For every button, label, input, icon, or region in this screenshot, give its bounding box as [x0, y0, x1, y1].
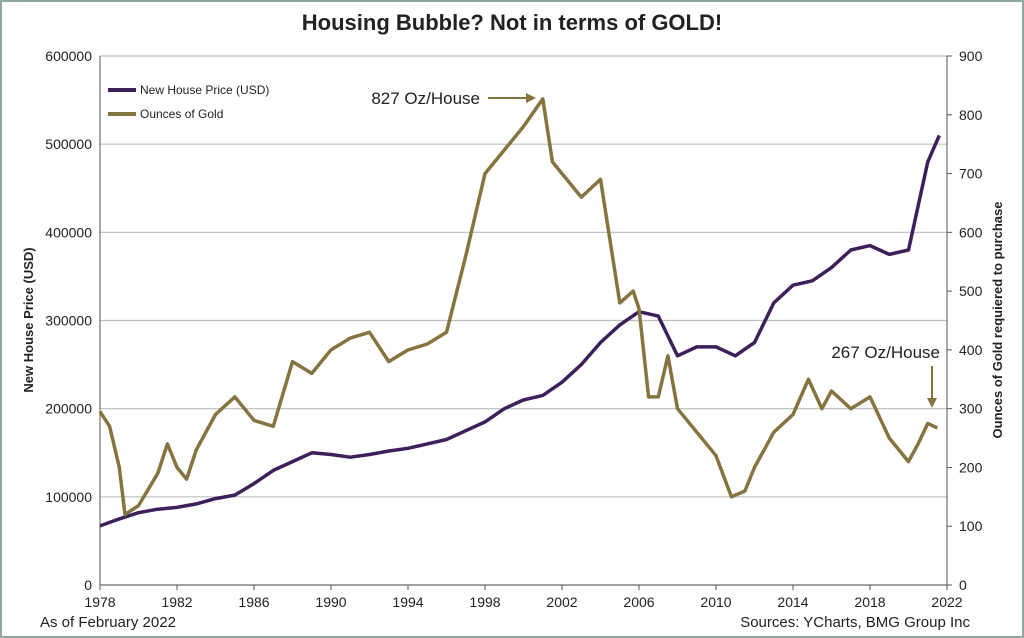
- x-tick-label: 2022: [931, 594, 962, 610]
- y-tick-label: 300000: [45, 313, 92, 329]
- y2-tick-label: 500: [959, 283, 983, 299]
- annotation: 827 Oz/House: [371, 89, 480, 108]
- y2-tick-label: 300: [959, 401, 983, 417]
- x-tick-label: 2002: [546, 594, 577, 610]
- footer-left: As of February 2022: [40, 614, 176, 631]
- chart-title: Housing Bubble? Not in terms of GOLD!: [302, 10, 722, 35]
- y-tick-label: 500000: [45, 136, 92, 152]
- y-axis-label: New House Price (USD): [21, 247, 36, 392]
- y-tick-label: 600000: [45, 48, 92, 64]
- y-tick-label: 100000: [45, 489, 92, 505]
- x-tick-label: 2018: [854, 594, 885, 610]
- x-tick-label: 2006: [623, 594, 654, 610]
- x-tick-label: 1978: [84, 594, 115, 610]
- x-tick-label: 1994: [392, 594, 423, 610]
- series-line: [98, 97, 939, 517]
- annotation-arrowhead: [927, 398, 937, 408]
- legend-label: New House Price (USD): [140, 83, 269, 97]
- y-tick-label: 400000: [45, 224, 92, 240]
- y2-axis-label: Ounces of Gold requiered to purchase: [990, 202, 1005, 439]
- annotation-arrowhead: [526, 93, 536, 103]
- x-tick-label: 1998: [469, 594, 500, 610]
- legend-label: Ounces of Gold: [140, 107, 223, 121]
- y-tick-label: 0: [84, 577, 92, 593]
- x-tick-label: 2010: [700, 594, 731, 610]
- y2-tick-label: 400: [959, 342, 983, 358]
- x-tick-label: 1986: [238, 594, 269, 610]
- y-tick-label: 200000: [45, 401, 92, 417]
- series-line: [99, 134, 941, 528]
- footer-right: Sources: YCharts, BMG Group Inc: [740, 614, 970, 631]
- y2-tick-label: 700: [959, 166, 983, 182]
- y2-tick-label: 0: [959, 577, 967, 593]
- y2-tick-label: 800: [959, 107, 983, 123]
- y2-tick-label: 100: [959, 518, 983, 534]
- x-tick-label: 1982: [161, 594, 192, 610]
- y2-tick-label: 900: [959, 48, 983, 64]
- x-tick-label: 2014: [777, 594, 808, 610]
- y2-tick-label: 200: [959, 459, 983, 475]
- y2-tick-label: 600: [959, 224, 983, 240]
- annotation: 267 Oz/House: [831, 343, 940, 362]
- x-tick-label: 1990: [315, 594, 346, 610]
